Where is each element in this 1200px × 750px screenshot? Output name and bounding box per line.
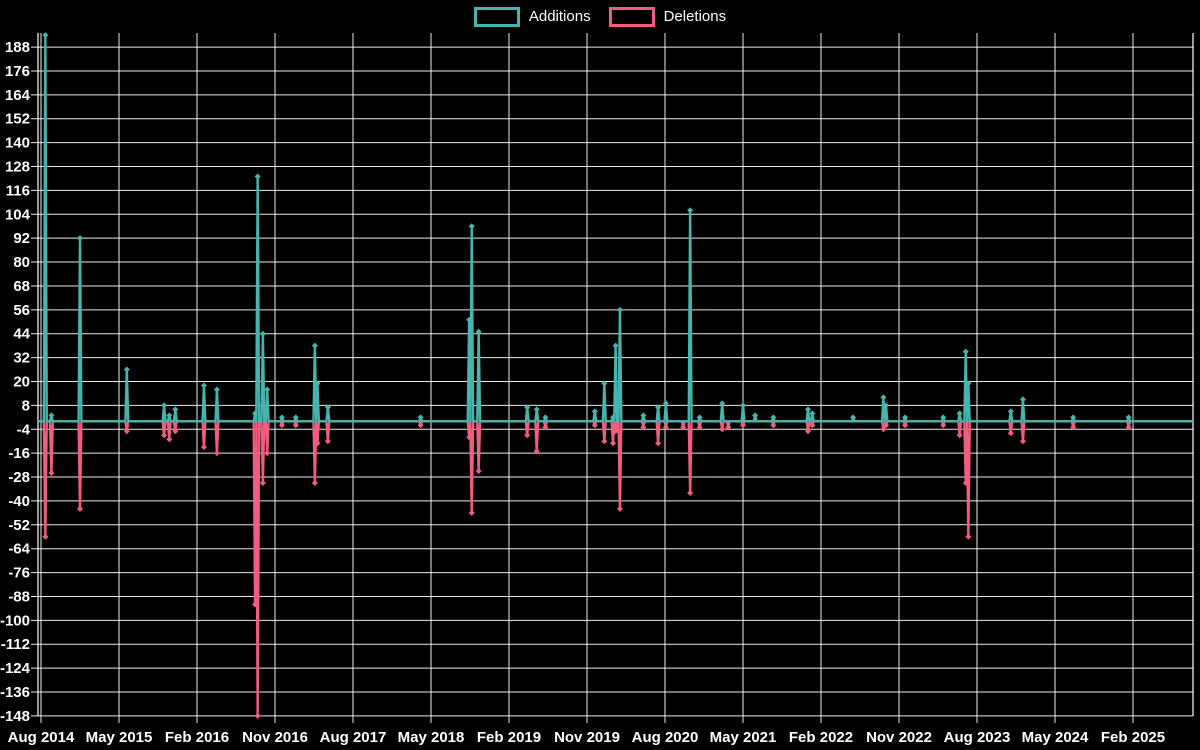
svg-text:Feb 2022: Feb 2022 (789, 729, 853, 746)
svg-text:-64: -64 (8, 541, 30, 558)
legend-item-additions[interactable]: Additions (473, 7, 591, 27)
svg-text:80: 80 (13, 254, 30, 271)
svg-text:140: 140 (5, 135, 30, 152)
svg-text:152: 152 (5, 111, 30, 128)
svg-text:Aug 2014: Aug 2014 (8, 729, 75, 746)
svg-text:-100: -100 (0, 612, 30, 629)
svg-text:20: 20 (13, 373, 30, 390)
deletions-swatch-icon (608, 7, 655, 27)
svg-text:44: 44 (13, 326, 30, 343)
svg-text:-88: -88 (8, 588, 30, 605)
additions-swatch-icon (473, 7, 520, 27)
svg-text:104: 104 (5, 206, 31, 223)
additions-legend-label: Additions (528, 8, 591, 25)
svg-text:-124: -124 (0, 660, 31, 677)
svg-text:-136: -136 (0, 684, 30, 701)
svg-text:May 2015: May 2015 (86, 729, 153, 746)
y-axis-labels: 188 176 164 152 140 128 116 104 92 80 68 56 44 32 20 8 -… (0, 39, 31, 725)
svg-text:-4: -4 (17, 421, 31, 438)
svg-text:8: 8 (22, 397, 30, 414)
svg-text:Aug 2023: Aug 2023 (944, 729, 1011, 746)
additions-series (38, 32, 1193, 423)
svg-text:128: 128 (5, 159, 30, 176)
svg-text:32: 32 (13, 350, 30, 367)
horizontal-gridlines (31, 46, 1193, 717)
svg-text:-40: -40 (8, 493, 30, 510)
svg-text:188: 188 (5, 39, 30, 56)
svg-text:-76: -76 (8, 565, 30, 582)
vertical-gridlines (37, 33, 1194, 723)
svg-text:-16: -16 (8, 445, 30, 462)
svg-text:92: 92 (13, 230, 30, 247)
svg-text:Feb 2019: Feb 2019 (477, 729, 541, 746)
svg-text:Nov 2019: Nov 2019 (554, 729, 620, 746)
svg-text:Aug 2017: Aug 2017 (320, 729, 387, 746)
svg-text:Feb 2016: Feb 2016 (165, 729, 229, 746)
chart-legend: Additions Deletions (0, 5, 1200, 29)
svg-text:-52: -52 (8, 517, 30, 534)
legend-item-deletions[interactable]: Deletions (608, 7, 727, 27)
deletions-legend-label: Deletions (663, 8, 727, 25)
svg-text:-148: -148 (0, 708, 30, 725)
svg-text:May 2024: May 2024 (1022, 729, 1089, 746)
svg-text:164: 164 (5, 87, 31, 104)
svg-text:Feb 2025: Feb 2025 (1101, 729, 1165, 746)
svg-text:116: 116 (6, 182, 30, 199)
svg-text:May 2021: May 2021 (710, 729, 777, 746)
x-axis-labels: Aug 2014 May 2015 Feb 2016 Nov 2016 Aug 2017… (8, 729, 1165, 746)
svg-text:68: 68 (13, 278, 30, 295)
svg-text:Aug 2020: Aug 2020 (632, 729, 699, 746)
deletions-series (38, 420, 1193, 719)
svg-text:Nov 2016: Nov 2016 (242, 729, 308, 746)
svg-text:176: 176 (5, 63, 30, 80)
svg-text:May 2018: May 2018 (398, 729, 465, 746)
svg-text:56: 56 (13, 302, 30, 319)
svg-text:-112: -112 (1, 636, 30, 653)
svg-text:Nov 2022: Nov 2022 (866, 729, 932, 746)
svg-text:-28: -28 (8, 469, 30, 486)
